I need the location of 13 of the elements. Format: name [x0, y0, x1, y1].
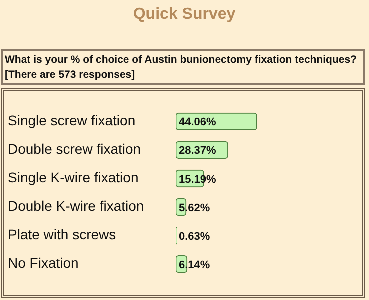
chart-subtitle: What is your % of choice of Austin bunionectomy fixation techniques?	[5, 53, 358, 68]
y-tick-label: Plate with screws	[8, 226, 116, 243]
y-tick-label: Double K-wire fixation	[8, 198, 144, 214]
data-label: 0.63%	[179, 230, 210, 243]
y-tick-label: No Fixation	[8, 255, 79, 272]
data-label: 28.37%	[179, 145, 217, 158]
y-tick-label: Single K-wire fixation	[8, 170, 139, 186]
data-label: 44.06%	[179, 116, 217, 129]
text: [There are 573 responses]	[5, 68, 136, 83]
chart-title: Quick Survey	[132, 6, 237, 24]
y-tick-label: Single screw fixation	[8, 112, 136, 129]
data-label: 15.19%	[179, 174, 217, 186]
y-tick-label: Double screw fixation	[8, 141, 142, 158]
